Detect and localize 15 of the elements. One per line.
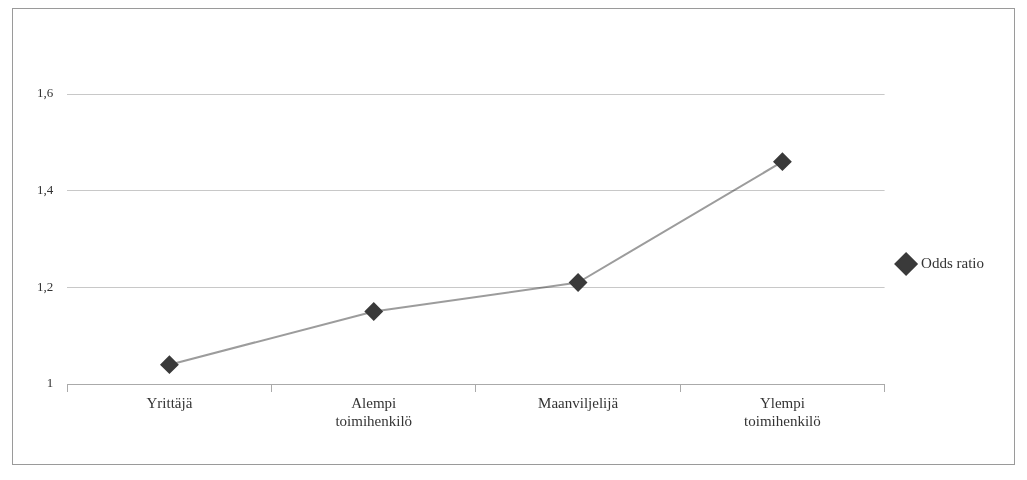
point: [364, 302, 383, 321]
point: [773, 152, 792, 171]
y-tick-label: 1: [46, 375, 54, 391]
category-label: Maanviljelijä: [538, 394, 619, 411]
y-tick-label: 1,2: [37, 278, 54, 294]
point: [569, 273, 588, 292]
y-tick-label: 1,4: [37, 182, 54, 198]
category-label: toimihenkilö: [335, 412, 413, 429]
category-label: Yrittäjä: [146, 394, 193, 411]
category-label: Alempi: [351, 394, 397, 411]
y-tick-label: 1,6: [37, 85, 54, 101]
category-label: Ylempi: [759, 394, 805, 411]
point: [160, 355, 179, 374]
legend-label: Odds ratio: [921, 254, 985, 271]
category-label: toimihenkilö: [744, 412, 821, 429]
